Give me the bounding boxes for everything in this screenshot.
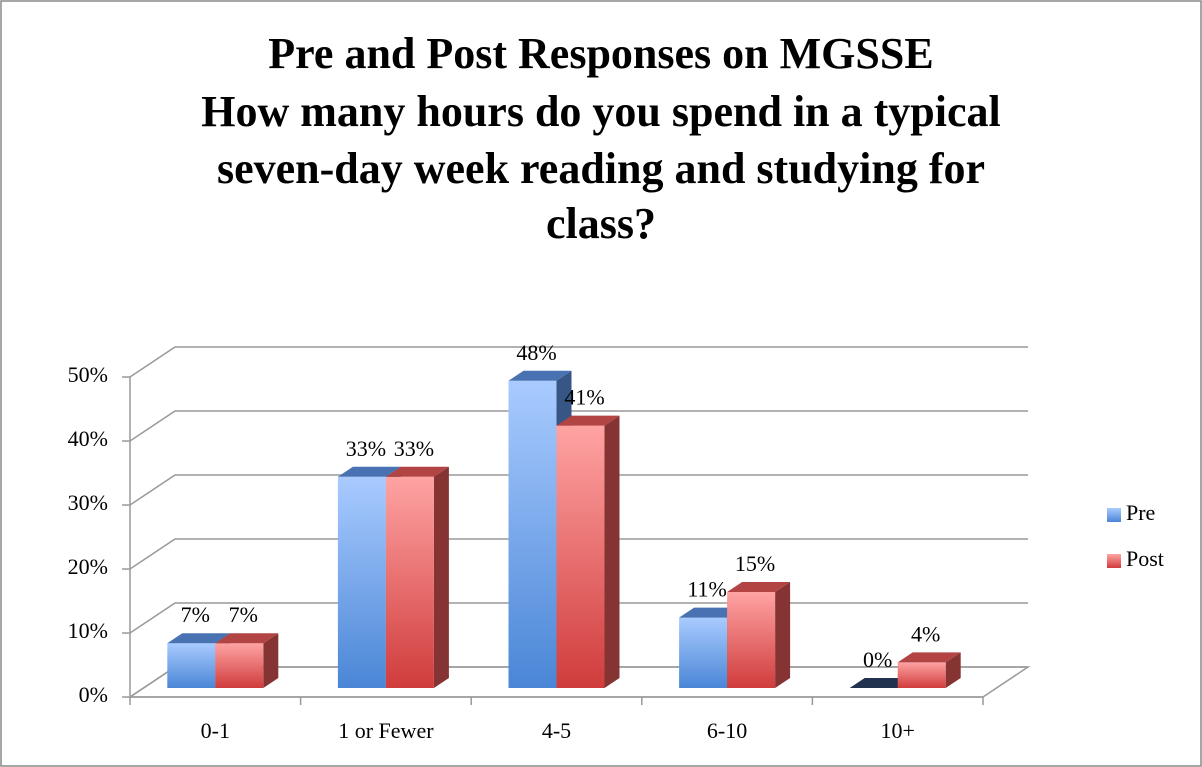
bar-top bbox=[849, 678, 913, 688]
y-tick-label: 30% bbox=[68, 490, 108, 515]
bar-side bbox=[945, 652, 961, 688]
x-tick-label: 10+ bbox=[880, 718, 914, 743]
value-label: 11% bbox=[687, 577, 727, 602]
chart-title: How many hours do you spend in a typical bbox=[201, 87, 1001, 136]
legend-label: Post bbox=[1126, 546, 1164, 571]
chart-title: Pre and Post Responses on MGSSE bbox=[268, 29, 933, 78]
bar-side bbox=[775, 582, 791, 688]
value-label: 33% bbox=[394, 436, 434, 461]
bar bbox=[337, 476, 386, 688]
grid-line bbox=[129, 346, 1028, 378]
bar-side bbox=[433, 466, 449, 688]
x-tick-label: 0-1 bbox=[201, 718, 230, 743]
chart-title: class? bbox=[546, 199, 656, 248]
grid-line bbox=[129, 538, 1028, 570]
bar bbox=[385, 476, 434, 688]
legend-swatch bbox=[1107, 508, 1121, 522]
x-tick-label: 6-10 bbox=[707, 718, 747, 743]
bar-top bbox=[337, 466, 401, 477]
y-tick-label: 40% bbox=[68, 426, 108, 451]
y-tick-label: 50% bbox=[68, 362, 108, 387]
bar-top bbox=[167, 633, 231, 644]
value-label: 7% bbox=[229, 602, 258, 627]
legend-swatch bbox=[1107, 554, 1121, 568]
x-tick-label: 1 or Fewer bbox=[338, 718, 434, 743]
legend-label: Pre bbox=[1126, 500, 1155, 525]
bar-top bbox=[727, 582, 791, 592]
grid-line bbox=[129, 410, 1028, 442]
value-label: 4% bbox=[911, 621, 940, 646]
bar-side bbox=[263, 633, 279, 688]
y-tick-label: 0% bbox=[79, 682, 108, 707]
grid-line bbox=[129, 474, 1028, 506]
value-label: 0% bbox=[863, 647, 892, 672]
y-tick-label: 10% bbox=[68, 618, 108, 643]
value-label: 15% bbox=[735, 551, 775, 576]
bar bbox=[679, 617, 728, 688]
bar bbox=[727, 592, 776, 688]
y-tick-label: 20% bbox=[68, 554, 108, 579]
chart-title: seven-day week reading and studying for bbox=[217, 144, 985, 193]
value-label: 48% bbox=[516, 340, 556, 365]
value-label: 7% bbox=[181, 602, 210, 627]
bar bbox=[508, 380, 557, 688]
bar-top bbox=[215, 633, 279, 644]
bar bbox=[215, 643, 264, 688]
value-label: 33% bbox=[346, 436, 386, 461]
bar-top bbox=[897, 652, 961, 663]
x-tick-label: 4-5 bbox=[542, 718, 571, 743]
bar-top bbox=[385, 466, 449, 477]
bar-top bbox=[508, 370, 572, 381]
bar bbox=[167, 643, 216, 688]
bar bbox=[897, 662, 946, 688]
value-label: 41% bbox=[564, 385, 604, 410]
bar bbox=[556, 425, 605, 688]
bar-top bbox=[556, 415, 620, 426]
bar-top bbox=[679, 607, 743, 618]
bar-side bbox=[604, 415, 620, 688]
